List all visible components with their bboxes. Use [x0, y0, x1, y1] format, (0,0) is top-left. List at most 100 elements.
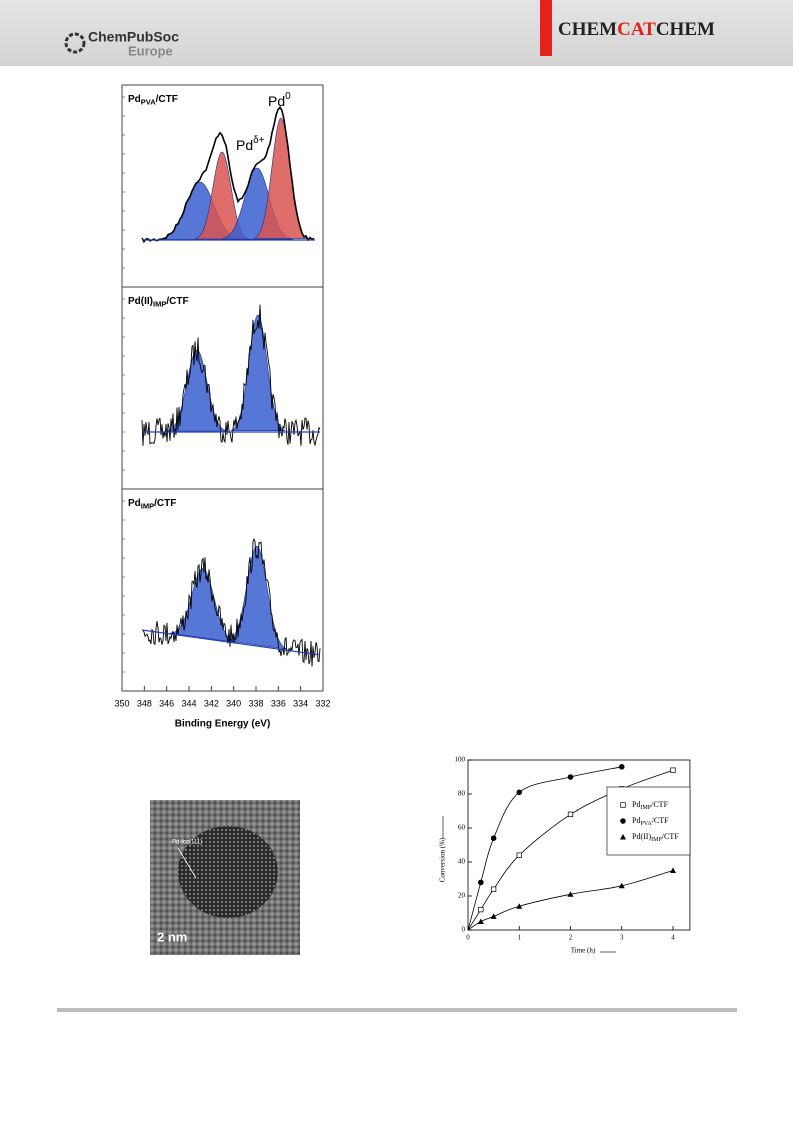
- label: Pd(II)IMP/CTF: [632, 832, 679, 843]
- label-part: /CTF: [652, 816, 669, 825]
- tem-pointer: [177, 847, 197, 879]
- point: [490, 913, 497, 919]
- peak-label-main: Pd: [236, 137, 253, 153]
- legend-marker: [620, 818, 626, 824]
- point: [478, 879, 484, 886]
- lattice-label: Pd-fcc(111): [172, 840, 202, 846]
- xps-figure: PdPVA/CTFPd(II)IMP/CTFPdIMP/CTFPd0Pdδ+35…: [114, 84, 331, 730]
- y-tick-label: 80: [458, 790, 466, 798]
- x-tick-label: 336: [271, 698, 286, 708]
- label-part: /CTF: [662, 832, 679, 841]
- label-part: Pd(II): [128, 296, 153, 307]
- journal-part: CAT: [617, 19, 656, 40]
- point: [618, 764, 625, 770]
- x-tick-label: 346: [159, 698, 174, 708]
- label: Pd(II)IMP/CTF: [128, 296, 189, 309]
- x-tick-label: 1: [518, 934, 522, 942]
- label-sub: PVA: [141, 97, 156, 106]
- scale-label: 2 nm: [157, 929, 187, 944]
- label: PdIMP/CTF: [128, 498, 176, 511]
- label-part: /CTF: [154, 498, 176, 509]
- spectrum-line: [141, 304, 321, 447]
- journal-part: CHEM: [558, 19, 617, 40]
- tem-image: Pd-fcc(111) 2 nm: [150, 800, 300, 955]
- label-sub: IMP: [651, 837, 662, 843]
- panel-frame: [121, 286, 324, 490]
- x-tick-label: 350: [114, 698, 129, 708]
- peak-label-main: Pd: [268, 93, 285, 109]
- y-tick-label: 20: [458, 892, 466, 900]
- label-sub: IMP: [640, 805, 651, 811]
- tem-particle: [178, 826, 278, 918]
- x-tick-label: 334: [293, 698, 308, 708]
- header-red-bar: [540, 0, 552, 56]
- peak-label: Pdδ+: [236, 135, 265, 153]
- point: [516, 789, 523, 796]
- label-part: /CTF: [651, 800, 668, 809]
- point: [618, 882, 625, 889]
- x-tick-label: 4: [671, 934, 675, 942]
- y-axis-label: Conversion (%): [439, 837, 447, 882]
- point: [490, 835, 497, 841]
- label-part: Pd: [632, 816, 640, 825]
- label-part: Pd: [632, 800, 640, 809]
- point: [516, 852, 522, 858]
- legend-marker: [620, 834, 626, 840]
- footer-rule: [57, 1008, 737, 1012]
- point: [516, 903, 523, 909]
- x-tick-label: 344: [181, 698, 196, 708]
- label: PdPVA/CTF: [632, 816, 669, 827]
- peak-label-sup: δ+: [253, 135, 265, 146]
- point: [670, 867, 676, 873]
- journal-title: CHEMCATCHEM: [558, 19, 715, 40]
- x-tick-label: 340: [226, 698, 241, 708]
- label-sub: IMP: [141, 501, 154, 510]
- x-tick-label: 338: [248, 698, 263, 708]
- label-sub: PVA: [640, 821, 652, 827]
- header-band: [0, 0, 793, 66]
- journal-part: CHEM: [656, 19, 715, 40]
- legend-marker: [620, 802, 626, 808]
- y-tick-label: 60: [458, 824, 466, 832]
- x-axis-label: Binding Energy (eV): [175, 719, 271, 730]
- x-tick-label: 342: [204, 698, 219, 708]
- label-sub: IMP: [153, 299, 166, 308]
- x-tick-label: 2: [569, 934, 573, 942]
- logo-icon: [64, 32, 86, 54]
- fit-line: [467, 766, 622, 931]
- x-tick-label: 0: [466, 934, 470, 942]
- point: [567, 891, 574, 897]
- y-tick-label: 0: [462, 926, 466, 934]
- point: [567, 774, 574, 780]
- label-part: /CTF: [156, 94, 178, 105]
- panel-frame: [121, 488, 324, 692]
- point: [477, 918, 484, 924]
- y-tick-label: 40: [458, 858, 466, 866]
- spectrum-line: [141, 537, 321, 667]
- label-part: Pd: [128, 498, 141, 509]
- label-part: Pd: [128, 94, 141, 105]
- x-tick-label: 3: [620, 934, 624, 942]
- label: PdPVA/CTF: [128, 94, 178, 107]
- fit-line: [467, 870, 674, 931]
- peak-fill: [169, 568, 237, 643]
- point: [670, 767, 676, 773]
- baseline: [141, 629, 321, 656]
- point: [567, 811, 574, 818]
- x-axis-label: Time (h): [571, 947, 596, 955]
- x-tick-label: 348: [137, 698, 152, 708]
- y-tick-label: 100: [455, 756, 466, 764]
- label-part: /CTF: [166, 296, 188, 307]
- point: [490, 886, 497, 892]
- publisher: ChemPubSoc: [88, 29, 179, 45]
- publisher-sub: Europe: [128, 43, 173, 58]
- peak-label: Pd0: [268, 91, 291, 109]
- point: [478, 906, 484, 913]
- spectrum-line: [141, 105, 315, 244]
- label: PdIMP/CTF: [632, 800, 669, 811]
- peak-label-sup: 0: [285, 91, 291, 102]
- label-part: Pd(II): [632, 832, 651, 841]
